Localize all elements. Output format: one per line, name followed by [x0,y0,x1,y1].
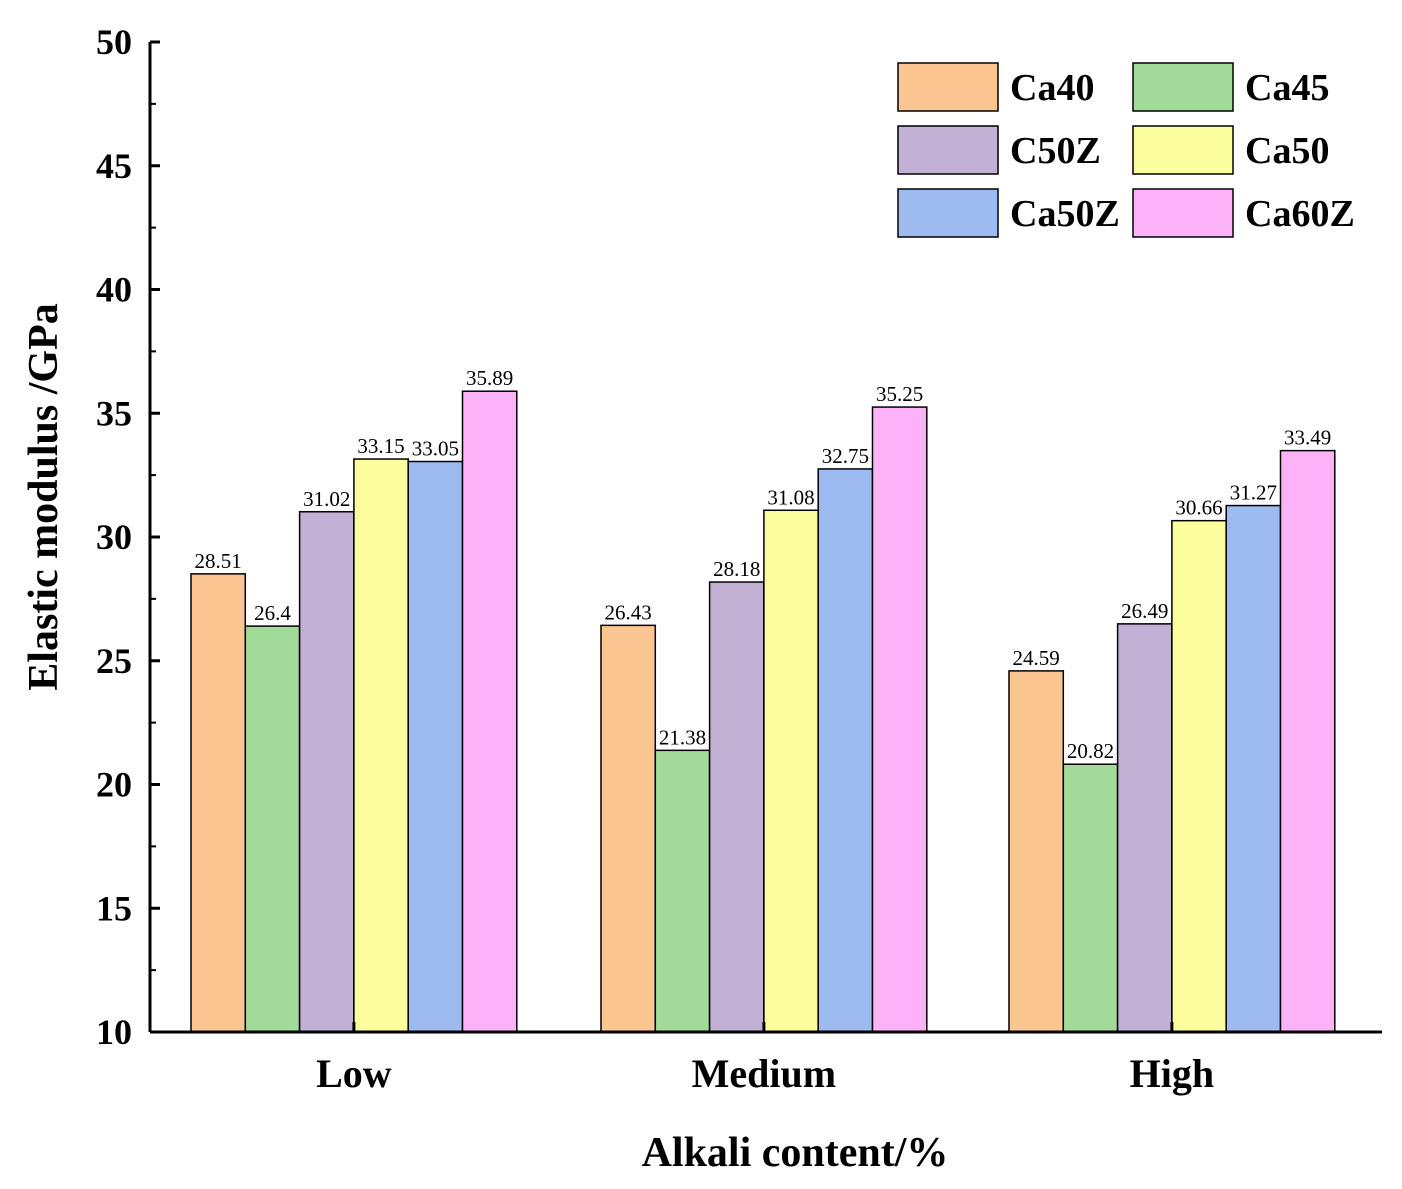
bar-ca40-low [190,573,247,1033]
y-tick-label-45: 45 [96,146,132,186]
legend-swatch-c50z [897,125,999,175]
data-label-ca50z-high: 31.27 [1230,481,1277,505]
data-label-ca40-low: 28.51 [195,549,242,573]
y-tick-label-40: 40 [96,270,132,310]
bars-layer [190,390,1336,1033]
x-tick-label-low: Low [316,1051,392,1096]
bar-ca45-medium [654,749,711,1033]
data-label-c50z-high: 26.49 [1121,599,1168,623]
data-label-ca50-high: 30.66 [1175,496,1222,520]
data-label-ca50z-low: 33.05 [412,437,459,461]
legend-swatch-ca50z [897,188,999,238]
data-label-c50z-low: 31.02 [303,487,350,511]
y-tick-label-50: 50 [96,22,132,62]
data-label-ca40-medium: 26.43 [605,600,652,624]
legend-label-ca40: Ca40 [1010,67,1094,109]
x-tick-label-high: High [1130,1051,1214,1096]
bar-ca50-low [353,458,409,1033]
axes-layer: 10 15 20 25 30 35 40 45 50 Low Medium High [96,22,1382,1096]
bar-c50z-medium [708,581,765,1033]
data-label-c50z-medium: 28.18 [713,557,760,581]
bar-ca50-high [1171,519,1227,1033]
data-label-ca50-low: 33.15 [357,434,404,458]
bar-c50z-high [1116,623,1173,1033]
data-label-ca50z-medium: 32.75 [822,444,869,468]
data-label-ca60z-high: 33.49 [1284,426,1331,450]
x-axis-title: Alkali content/% [642,1130,949,1176]
y-tick-label-25: 25 [96,641,132,681]
data-labels-layer: 28.51 26.4 31.02 33.15 33.05 35.89 26.43 21.38 2… [195,366,1332,763]
bar-ca60z-low [461,390,518,1033]
legend-label-ca60z: Ca60Z [1245,193,1355,235]
legend-swatch-ca60z [1132,188,1234,238]
bar-ca50-medium [763,509,819,1033]
y-tick-label-35: 35 [96,393,132,433]
bar-ca40-medium [600,624,657,1033]
y-tick-label-20: 20 [96,765,132,805]
legend-label-ca45: Ca45 [1245,67,1329,109]
data-label-ca60z-low: 35.89 [466,366,513,390]
bar-ca50z-high [1225,504,1282,1033]
bar-ca45-low [244,625,301,1033]
legend-swatch-ca50 [1132,125,1234,175]
bar-ca60z-medium [871,406,928,1033]
bar-ca40-high [1008,670,1065,1033]
data-label-ca50-medium: 31.08 [767,485,814,509]
data-label-ca60z-medium: 35.25 [876,382,923,406]
data-label-ca45-medium: 21.38 [659,725,706,749]
x-tick-label-medium: Medium [692,1051,836,1096]
data-label-ca45-high: 20.82 [1067,739,1114,763]
y-axis-title: Elastic modulus /GPa [21,303,67,690]
bar-ca45-high [1062,763,1119,1033]
legend-swatch-ca40 [897,62,999,112]
bar-ca50z-low [407,460,464,1033]
data-label-ca40-high: 24.59 [1013,646,1060,670]
legend: Ca40 Ca45 C50Z Ca50 Ca50Z Ca60Z [897,62,1355,238]
bar-ca60z-high [1279,449,1336,1033]
data-label-ca45-low: 26.4 [254,601,291,625]
y-tick-label-15: 15 [96,888,132,928]
y-tick-label-10: 10 [96,1012,132,1052]
legend-swatch-ca45 [1132,62,1234,112]
legend-label-ca50z: Ca50Z [1010,193,1120,235]
bar-c50z-low [298,511,355,1033]
legend-label-ca50: Ca50 [1245,130,1329,172]
legend-label-c50z: C50Z [1010,130,1101,172]
bar-ca50z-medium [817,468,874,1033]
y-tick-label-30: 30 [96,517,132,557]
